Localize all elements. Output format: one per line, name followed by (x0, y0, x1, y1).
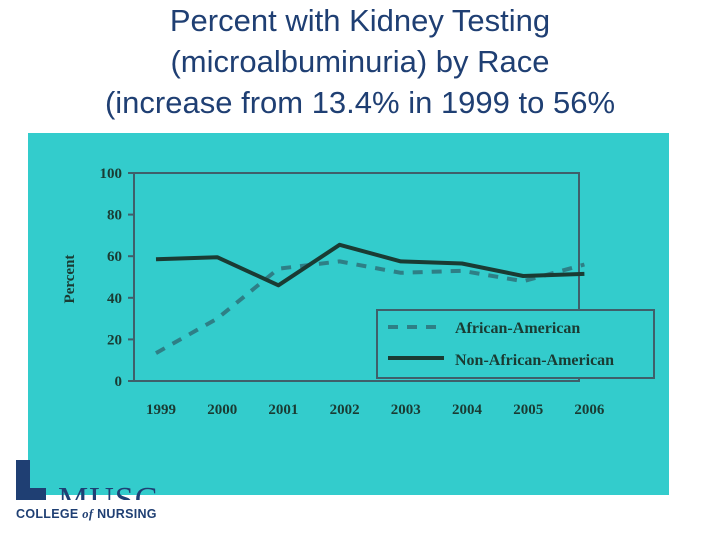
y-tick-label: 0 (115, 374, 123, 390)
x-tick-label: 2001 (268, 402, 298, 418)
x-tick-label: 2002 (330, 402, 360, 418)
title-line-2: (microalbuminuria) by Race (170, 44, 550, 79)
x-tick-label: 1999 (146, 402, 176, 418)
logo-caption: COLLEGE of NURSING (16, 507, 157, 522)
x-tick-label: 2004 (452, 402, 483, 418)
chart-panel: 0 20 40 60 80 100 1999 2000 2001 2002 2003 2004 200… (28, 133, 669, 495)
legend-box (376, 309, 655, 379)
logo-caption-nursing: NURSING (93, 507, 157, 521)
title-line-1: Percent with Kidney Testing (169, 3, 551, 38)
series-line-non-african-american (155, 242, 585, 288)
plot-area (133, 172, 580, 382)
title-line-3: (increase from 13.4% in 1999 to 56% (104, 85, 616, 120)
series-layer (155, 242, 585, 355)
x-tick-label: 2003 (391, 402, 421, 418)
logo-caption-of: of (82, 507, 94, 521)
y-tick-label: 80 (107, 208, 122, 224)
series-line-african-american (155, 259, 585, 355)
x-tick-label: 2005 (513, 402, 543, 418)
logo-caption-college: COLLEGE (16, 507, 83, 521)
y-axis: 0 20 40 60 80 100 (100, 166, 134, 390)
y-tick-label: 40 (107, 291, 122, 307)
y-axis-label: Percent (62, 255, 78, 304)
logo-wordmark: MUSC (58, 481, 159, 500)
slide-title: Percent with Kidney Testing (microalbumi… (0, 0, 720, 123)
legend-label-african-american: African-American (455, 320, 580, 337)
y-tick-label: 100 (100, 166, 123, 182)
line-chart: 0 20 40 60 80 100 1999 2000 2001 2002 2003 2004 200… (62, 166, 655, 418)
college-logo: MUSC (16, 460, 160, 500)
x-tick-label: 2000 (207, 402, 237, 418)
x-tick-label: 2006 (574, 402, 605, 418)
logo-block-shape-2 (30, 488, 46, 500)
legend-label-non-african-american: Non-African-American (455, 352, 614, 369)
y-tick-label: 60 (107, 249, 122, 265)
y-tick-label: 20 (107, 332, 122, 348)
logo-block-shape (16, 460, 30, 500)
x-axis: 1999 2000 2001 2002 2003 2004 2005 2006 (146, 402, 605, 418)
legend: African-American Non-African-American (376, 309, 655, 379)
